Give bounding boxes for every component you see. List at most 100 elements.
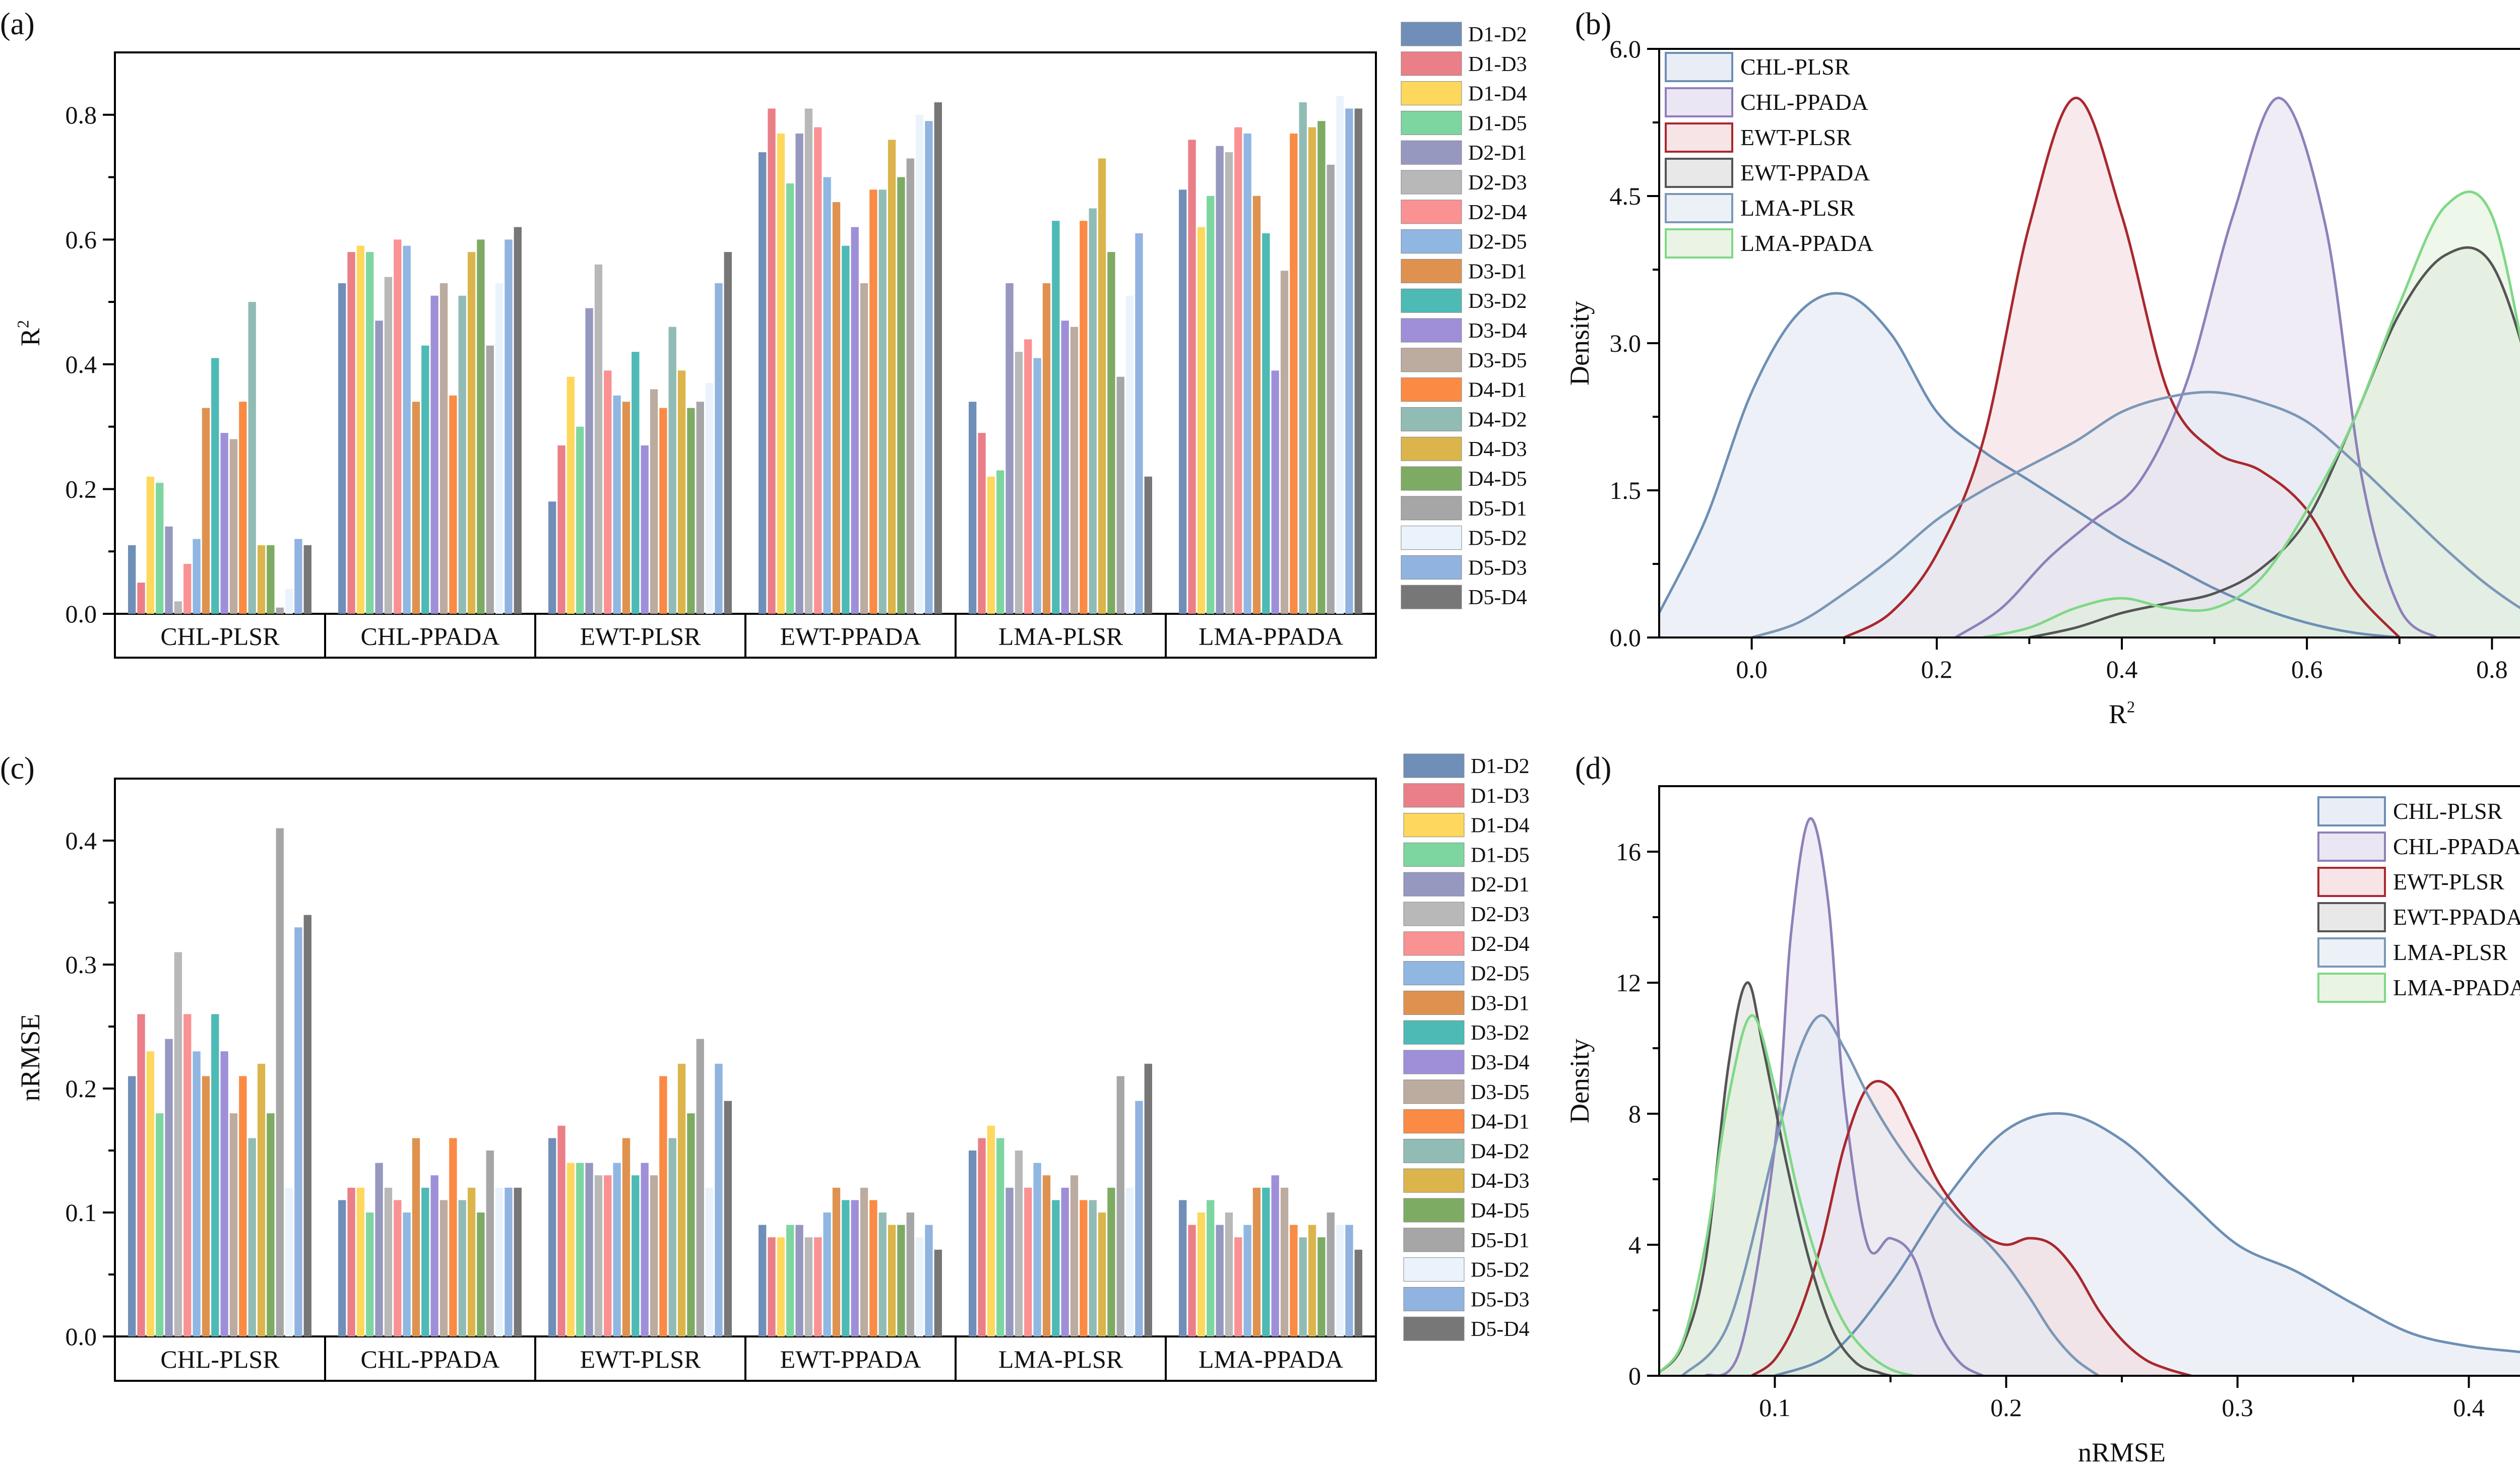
legend-swatch [1401, 407, 1462, 431]
bar [697, 402, 704, 614]
x-tick-label: 0.3 [2222, 1393, 2253, 1422]
bar [1061, 1188, 1069, 1336]
legend-label: LMA-PLSR [2393, 939, 2508, 965]
bar [567, 377, 575, 614]
bar [375, 321, 383, 614]
bar [357, 246, 364, 614]
bar [669, 1138, 676, 1336]
y-tick-label: 12 [1616, 969, 1641, 997]
bar [768, 108, 775, 614]
bar [1145, 1064, 1152, 1336]
legend-label: D1-D4 [1471, 814, 1530, 838]
legend-label: D2-D1 [1468, 142, 1527, 165]
bar [477, 239, 484, 614]
bar [659, 1076, 667, 1336]
legend-label: CHL-PLSR [2393, 798, 2503, 824]
bar [431, 1175, 438, 1336]
legend-label: D4-D1 [1471, 1111, 1530, 1134]
legend-swatch [1401, 437, 1462, 461]
bar [495, 283, 503, 614]
category-label: CHL-PPADA [360, 1345, 499, 1373]
bar [632, 1175, 639, 1336]
bar [403, 246, 410, 614]
bar [449, 396, 457, 614]
bar [1061, 321, 1069, 614]
bar [777, 1237, 785, 1336]
bar [604, 370, 611, 614]
y-tick-label: 16 [1616, 838, 1641, 866]
legend-label: D1-D5 [1468, 112, 1527, 135]
y-tick-label: 0.0 [66, 600, 97, 628]
bar [759, 1225, 766, 1336]
legend-swatch [1401, 141, 1462, 164]
bar [1043, 283, 1050, 614]
bar [795, 134, 803, 614]
bar [468, 1188, 475, 1336]
bar [842, 246, 849, 614]
bar [147, 477, 154, 614]
category-label: LMA-PLSR [998, 622, 1123, 651]
legend-label: D5-D2 [1468, 527, 1527, 550]
bar [987, 477, 995, 614]
y-tick-label: 0.8 [66, 101, 97, 129]
bar [969, 402, 976, 614]
bar [412, 402, 420, 614]
legend-label: D4-D2 [1471, 1140, 1530, 1163]
bar [1345, 108, 1353, 614]
category-label: LMA-PPADA [1199, 622, 1343, 651]
legend-label: D5-D4 [1468, 586, 1527, 609]
bar [641, 445, 649, 614]
bar [385, 277, 392, 614]
bar [1005, 1188, 1013, 1336]
bar [1052, 1200, 1059, 1336]
bar [548, 501, 556, 614]
y-axis-label: nRMSE [15, 1013, 45, 1101]
plot-frame [115, 52, 1376, 614]
bar [1135, 1101, 1143, 1336]
bar [211, 358, 219, 614]
legend-swatch [1401, 259, 1462, 283]
bar [576, 1163, 584, 1336]
y-tick-label: 0.2 [66, 1074, 97, 1103]
bar [669, 327, 676, 614]
panel-letter: (a) [0, 7, 35, 41]
legend-label: LMA-PPADA [1740, 230, 1873, 256]
bar [1345, 1225, 1353, 1336]
bar [1098, 158, 1106, 614]
bar [897, 1225, 905, 1336]
bar [1262, 1188, 1270, 1336]
bar [687, 408, 695, 614]
legend-swatch [1404, 1020, 1464, 1044]
bar [486, 346, 494, 614]
bar [440, 283, 448, 614]
panel-letter: (b) [1575, 7, 1611, 41]
y-tick-label: 0.4 [66, 826, 97, 855]
legend-label: D5-D3 [1471, 1288, 1530, 1311]
bar [548, 1138, 556, 1336]
bar [375, 1163, 383, 1336]
bar [897, 177, 905, 614]
bar [1272, 370, 1279, 614]
bar [505, 1188, 512, 1336]
bar [431, 296, 438, 614]
bar [1272, 1175, 1279, 1336]
legend-swatch [1404, 872, 1464, 896]
bar [1308, 1225, 1316, 1336]
category-label: EWT-PLSR [580, 1345, 701, 1373]
bar [805, 108, 812, 614]
bar [1243, 1225, 1251, 1336]
bar [697, 1039, 704, 1336]
bar [595, 1175, 602, 1336]
bar [925, 121, 932, 614]
legend-swatch [1401, 230, 1462, 253]
y-tick-label: 0.1 [66, 1198, 97, 1227]
legend-swatch [1404, 1198, 1464, 1222]
y-tick-label: 0 [1628, 1362, 1641, 1390]
category-label: CHL-PPADA [360, 622, 499, 651]
legend-swatch [1666, 123, 1732, 152]
bar [1290, 134, 1297, 614]
bar [165, 527, 172, 614]
bar [576, 427, 584, 614]
